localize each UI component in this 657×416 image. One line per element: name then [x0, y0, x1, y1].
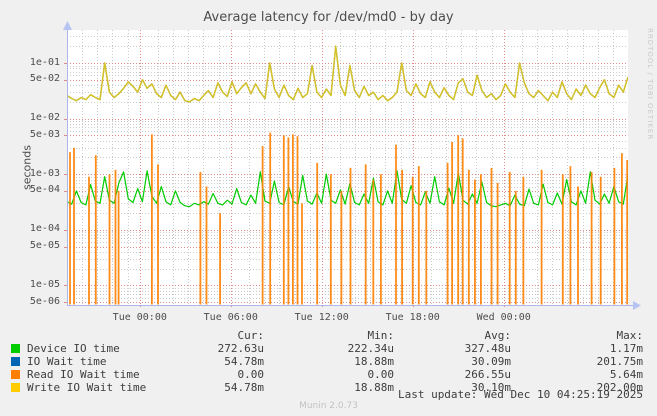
legend-value: 0.00	[237, 368, 265, 381]
legend-column-header: Avg:	[484, 329, 512, 342]
legend-column-header: Min:	[367, 329, 395, 342]
last-update: Last update: Wed Dec 10 04:25:19 2025	[397, 388, 643, 401]
legend-value: 272.63u	[217, 342, 264, 355]
legend-column-header: Max:	[616, 329, 644, 342]
legend-value: 54.78m	[224, 381, 264, 394]
legend-color-swatch	[11, 370, 20, 379]
y-tick-label: 5e-03	[29, 128, 60, 140]
legend-series-label: Device IO time	[27, 342, 120, 355]
legend-value: 201.75m	[596, 355, 643, 368]
legend-column-header: Cur:	[237, 329, 265, 342]
legend-series-label: Write IO Wait time	[27, 381, 147, 394]
y-tick-label: 5e-06	[29, 295, 60, 307]
legend-color-swatch	[11, 357, 20, 366]
y-tick-label: 1e-01	[29, 56, 60, 68]
legend-value: 0.00	[367, 368, 395, 381]
legend-series-label: Read IO Wait time	[27, 368, 140, 381]
x-tick-label: Tue 18:00	[385, 312, 440, 323]
x-tick-label: Tue 06:00	[203, 312, 258, 323]
x-tick-label: Tue 12:00	[294, 312, 349, 323]
legend-value: 202.00m	[596, 381, 643, 394]
x-tick-label: Wed 00:00	[476, 312, 531, 323]
legend-value: 18.88m	[354, 381, 394, 394]
legend-value: 18.88m	[354, 355, 394, 368]
y-tick-label: 5e-04	[29, 184, 60, 196]
legend-value: 266.55u	[464, 368, 511, 381]
y-tick-label: 1e-03	[29, 167, 60, 179]
y-axis-arrow	[63, 21, 72, 30]
y-tick-label: 1e-04	[29, 223, 60, 235]
series-write-io-wait-time	[67, 45, 628, 103]
graph-title: Average latency for /dev/md0 - by day	[203, 10, 454, 25]
munin-version: Munin 2.0.73	[299, 401, 358, 411]
series-group	[67, 45, 628, 305]
legend-value: 30.09m	[471, 355, 511, 368]
y-tick-label: 1e-05	[29, 278, 60, 290]
legend-series-label: IO Wait time	[27, 355, 107, 368]
series-device-io-time	[67, 170, 628, 208]
y-tick-label: 5e-02	[29, 73, 60, 85]
legend-color-swatch	[11, 344, 20, 353]
legend-value: 1.17m	[609, 342, 643, 355]
legend-value: 222.34u	[347, 342, 394, 355]
y-tick-label: 1e-02	[29, 112, 60, 124]
legend-color-swatch	[11, 383, 20, 392]
legend-value: 54.78m	[224, 355, 264, 368]
legend-value: 5.64m	[609, 368, 643, 381]
legend-value: 30.10m	[471, 381, 511, 394]
rrdtool-watermark: RRDTOOL / TOBI OETIKER	[646, 28, 654, 141]
y-tick-label: 5e-05	[29, 240, 60, 252]
x-axis-arrow	[633, 301, 641, 310]
x-tick-label: Tue 00:00	[112, 312, 167, 323]
legend-value: 327.48u	[464, 342, 511, 355]
